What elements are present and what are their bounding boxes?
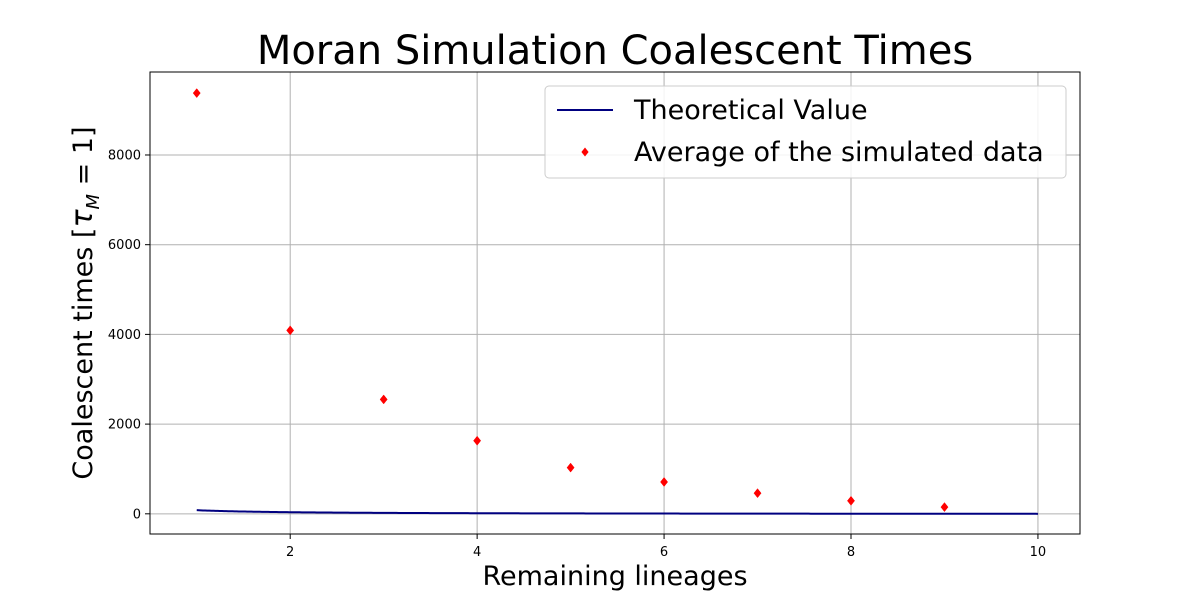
x-tick-label: 4 bbox=[473, 545, 481, 560]
y-tick-label: 0 bbox=[133, 507, 141, 522]
y-tick-label: 6000 bbox=[108, 238, 141, 253]
legend-box bbox=[544, 85, 1067, 179]
chart-title: Moran Simulation Coalescent Times bbox=[257, 28, 973, 74]
legend-label-simulated: Average of the simulated data bbox=[634, 137, 1044, 168]
data-point-simulated bbox=[753, 488, 762, 499]
data-point-simulated bbox=[473, 435, 482, 446]
x-tick-label: 6 bbox=[660, 545, 668, 560]
series-line-theoretical bbox=[196, 509, 1038, 515]
y-axis-label-subscript: M bbox=[83, 193, 104, 209]
legend-swatch-simulated bbox=[581, 147, 589, 157]
data-point-simulated bbox=[660, 477, 668, 487]
y-axis-label-suffix: = 1] bbox=[68, 126, 99, 194]
data-point-simulated bbox=[847, 495, 855, 506]
y-tick-label: 2000 bbox=[108, 418, 141, 433]
plot-frame bbox=[149, 71, 1081, 535]
plot-data bbox=[192, 88, 1038, 515]
data-point-simulated bbox=[566, 462, 575, 473]
x-tick-label: 10 bbox=[1030, 545, 1047, 560]
axis-ticks: 2 4 6 8 10 0 2000 4000 6000 8000 bbox=[108, 148, 1046, 560]
y-axis-label: Coalescent times [τM = 1] bbox=[65, 126, 104, 479]
data-point-simulated bbox=[379, 394, 388, 405]
data-point-simulated bbox=[286, 325, 295, 336]
y-tick-label: 8000 bbox=[108, 148, 141, 163]
data-point-simulated bbox=[192, 88, 201, 98]
data-point-simulated bbox=[940, 502, 949, 512]
legend-label-theoretical: Theoretical Value bbox=[633, 95, 868, 126]
y-axis-label-tau: τ bbox=[65, 209, 100, 228]
y-axis-label-prefix: Coalescent times [ bbox=[68, 228, 99, 480]
x-tick-label: 2 bbox=[286, 545, 294, 560]
legend: Theoretical Value Average of the simulat… bbox=[544, 85, 1067, 179]
x-tick-label: 8 bbox=[847, 545, 855, 560]
x-axis-label: Remaining lineages bbox=[482, 561, 747, 592]
y-tick-label: 4000 bbox=[108, 328, 141, 343]
